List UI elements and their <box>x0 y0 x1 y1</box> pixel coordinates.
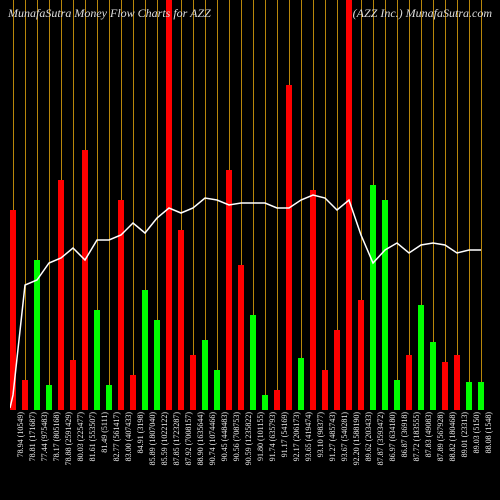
x-tick-label: 84.91 (3198) <box>136 412 145 453</box>
x-tick-label: 90.74 (1074466) <box>208 412 217 465</box>
x-tick-label: 81.49 (5111) <box>100 412 109 453</box>
x-tick-label: 93.65 (419474) <box>304 412 313 461</box>
x-tick-label: 88.08 (1548) <box>484 412 493 453</box>
x-tick-label: 78.17 (805168) <box>52 412 61 461</box>
x-tick-label: 87.87 (3593472) <box>376 412 385 465</box>
x-tick-label: 87.83 (49083) <box>424 412 433 457</box>
x-tick-label: 80.03 (225477) <box>76 412 85 461</box>
x-tick-label: 89.03 (5150) <box>472 412 481 453</box>
x-tick-label: 88.82 (180468) <box>448 412 457 461</box>
x-tick-label: 90.59 (1235822) <box>244 412 253 465</box>
x-tick-label: 92.17 (206173) <box>292 412 301 461</box>
chart-title-right: (AZZ Inc.) MunafaSutra.com <box>353 6 492 21</box>
x-tick-label: 85.89 (1807040) <box>148 412 157 465</box>
x-tick-label: 89.62 (203433) <box>364 412 373 461</box>
x-tick-label: 85.59 (1022122) <box>160 412 169 465</box>
x-tick-label: 89.01 (23313) <box>460 412 469 457</box>
x-tick-label: 87.72 (183555) <box>412 412 421 461</box>
x-tick-label: 86.87 (36918) <box>400 412 409 457</box>
x-tick-label: 86.97 (634180) <box>388 412 397 461</box>
x-tick-label: 87.89 (567928) <box>436 412 445 461</box>
x-tick-label: 83.00 (407433) <box>124 412 133 461</box>
x-tick-label: 91.74 (635793) <box>268 412 277 461</box>
trend-line <box>10 0 490 410</box>
x-tick-label: 91.27 (485743) <box>328 412 337 461</box>
x-tick-label: 92.20 (1588190) <box>352 412 361 465</box>
x-tick-label: 93.10 (98377) <box>316 412 325 457</box>
x-tick-label: 87.85 (1723287) <box>172 412 181 465</box>
x-tick-label: 91.80 (101155) <box>256 412 265 461</box>
chart-container: MunafaSutra Money Flow Charts for AZZ (A… <box>0 0 500 500</box>
plot-area <box>10 0 490 410</box>
x-tick-label: 78.81 (171687) <box>28 412 37 461</box>
x-tick-label: 81.61 (553507) <box>88 412 97 461</box>
x-tick-label: 90.56 (708753) <box>232 412 241 461</box>
x-tick-label: 78.88 (2591429) <box>64 412 73 465</box>
x-tick-label: 82.77 (561417) <box>112 412 121 461</box>
x-tick-label: 77.44 (975483) <box>40 412 49 461</box>
x-axis-labels: 78.94 (10549)78.81 (171687)77.44 (975483… <box>10 412 490 500</box>
x-tick-label: 87.92 (7008157) <box>184 412 193 465</box>
chart-title-left: MunafaSutra Money Flow Charts for AZZ <box>8 6 211 21</box>
x-tick-label: 91.17 (54169) <box>280 412 289 457</box>
x-tick-label: 78.94 (10549) <box>16 412 25 457</box>
x-tick-label: 90.45 (448483) <box>220 412 229 461</box>
x-tick-label: 93.67 (540281) <box>340 412 349 461</box>
x-tick-label: 88.90 (1635644) <box>196 412 205 465</box>
